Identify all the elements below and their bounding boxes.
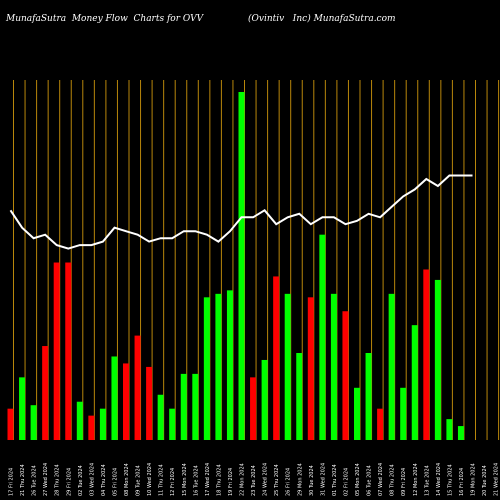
- x-tick-label: 22 Mon 2024: [240, 463, 246, 496]
- bar: [123, 363, 129, 440]
- x-tick-label: 14 Wed 2024: [436, 463, 442, 496]
- bar: [238, 92, 245, 440]
- x-tick-label: 18 Thu 2024: [216, 464, 222, 496]
- x-tick-label: 20 Tue 2024: [482, 465, 488, 496]
- x-tick-label: 28 Thu 2024: [55, 464, 61, 496]
- bar: [273, 276, 280, 440]
- bar: [157, 394, 164, 440]
- bar: [411, 325, 418, 440]
- chart-source: (Ovintiv Inc) MunafaSutra.com: [248, 14, 396, 24]
- x-tick-label: 24 Wed 2024: [263, 463, 269, 496]
- x-tick-label: 21 Thu 2024: [20, 464, 26, 496]
- x-tick-label: 23 Tue 2024: [251, 465, 257, 496]
- x-tick-label: 29 Fri 2024: [66, 468, 72, 496]
- x-tick-label: 08 Thu 2024: [390, 464, 396, 496]
- bar: [7, 408, 14, 440]
- bar: [42, 346, 49, 440]
- bar: [446, 419, 453, 440]
- bar: [134, 335, 141, 440]
- x-tick-label: 29 Mon 2024: [297, 463, 303, 496]
- x-tick-label: 01 Thu 2024: [332, 464, 338, 496]
- x-tick-labels: 17 Fri 2024 21 Thu 2024 26 Tue 2024 27 Wed …: [9, 463, 500, 496]
- x-tick-label: 07 Wed 2024: [378, 463, 384, 496]
- bar: [400, 387, 407, 440]
- x-tick-label: 16 Tue 2024: [193, 465, 199, 496]
- bar: [19, 377, 26, 440]
- bar: [203, 297, 210, 440]
- x-tick-label: 15 Thu 2024: [447, 464, 453, 496]
- money-flow-line: [9, 174, 473, 250]
- bar: [365, 353, 372, 440]
- x-tick-label: 09 Fri 2024: [401, 468, 407, 496]
- bar-series: [7, 92, 464, 440]
- bar: [215, 293, 222, 440]
- x-tick-label: 26 Fri 2024: [286, 468, 292, 496]
- bar: [296, 353, 303, 440]
- x-tick-label: 12 Mon 2024: [413, 463, 419, 496]
- x-tick-label: 05 Mon 2024: [355, 463, 361, 496]
- x-tick-label: 26 Tue 2024: [32, 465, 38, 496]
- x-tick-label: 25 Thu 2024: [274, 464, 280, 496]
- bar: [434, 279, 441, 440]
- bar: [307, 297, 314, 440]
- x-tick-label: 15 Mon 2024: [182, 463, 188, 496]
- x-tick-label: 19 Fri 2024: [228, 468, 234, 496]
- bar: [226, 290, 233, 440]
- bar: [457, 426, 464, 440]
- x-tick-label: 02 Tue 2024: [78, 465, 84, 496]
- x-tick-label: 06 Tue 2024: [367, 465, 373, 496]
- bar: [146, 366, 153, 440]
- x-tick-label: 02 Fri 2024: [343, 468, 349, 496]
- chart-title: MunafaSutra Money Flow Charts for OVV: [6, 14, 204, 24]
- bar: [250, 377, 257, 440]
- x-tick-label: 17 Fri 2024: [9, 468, 15, 496]
- bar: [423, 269, 430, 440]
- x-tick-label: 05 Fri 2024: [112, 468, 118, 496]
- bar: [111, 356, 118, 440]
- bar: [261, 359, 268, 440]
- bar: [30, 405, 37, 440]
- x-tick-label: 17 Wed 2024: [205, 463, 211, 496]
- x-tick-label: 16 Fri 2024: [459, 468, 465, 496]
- bar: [192, 373, 199, 440]
- x-tick-label: 27 Wed 2024: [43, 463, 49, 496]
- bar: [388, 293, 395, 440]
- bar: [377, 408, 384, 440]
- x-tick-label: 04 Thu 2024: [101, 464, 107, 496]
- x-tick-label: 13 Tue 2024: [424, 465, 430, 496]
- bar: [76, 401, 83, 440]
- bar: [65, 262, 72, 440]
- x-tick-label: 08 Mon 2024: [124, 463, 130, 496]
- bar: [169, 408, 176, 440]
- bar: [88, 415, 95, 440]
- x-tick-label: 30 Tue 2024: [309, 465, 315, 496]
- x-tick-label: 10 Wed 2024: [147, 463, 153, 496]
- x-tick-label: 31 Wed 2024: [320, 463, 326, 496]
- bar: [319, 234, 326, 440]
- bar: [284, 293, 291, 440]
- x-tick-label: 12 Fri 2024: [170, 468, 176, 496]
- bar: [330, 293, 337, 440]
- bar: [180, 373, 187, 440]
- x-tick-label: 11 Thu 2024: [159, 464, 165, 496]
- bar: [342, 311, 349, 440]
- x-tick-label: 09 Tue 2024: [136, 465, 142, 496]
- bar: [99, 408, 106, 440]
- x-tick-label: 19 Mon 2024: [471, 463, 477, 496]
- x-tick-label: 21 Wed 2024: [494, 463, 500, 496]
- bar: [354, 387, 360, 440]
- bar: [53, 262, 60, 440]
- x-tick-label: 03 Wed 2024: [89, 463, 95, 496]
